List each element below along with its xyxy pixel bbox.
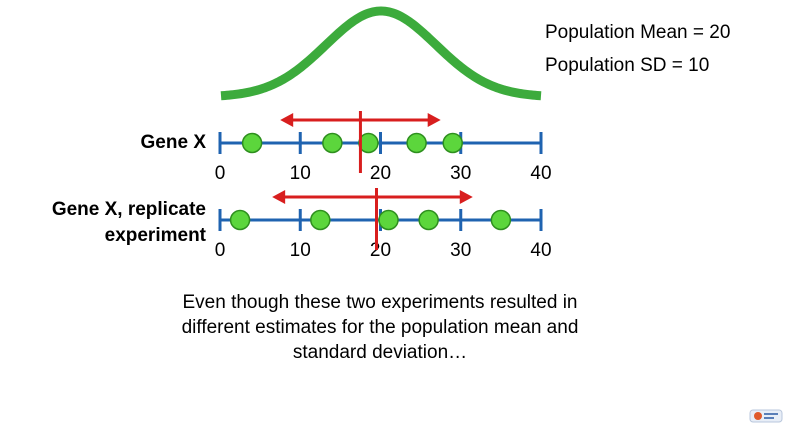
sd-arrow-right-head — [459, 190, 473, 204]
axis-tick-label: 20 — [370, 240, 391, 261]
axis-tick-label: 0 — [215, 163, 226, 184]
axis-tick-label: 10 — [290, 163, 311, 184]
data-point — [229, 209, 251, 231]
experiment-rows: 0 10 20 30 40 0 10 20 30 40 — [215, 111, 552, 261]
axis-tick-label: 30 — [450, 163, 471, 184]
gene-x-replicate-label: Gene X, replicate experiment — [51, 199, 206, 246]
sd-arrow-left-head — [272, 190, 286, 204]
axis-tick-label: 0 — [215, 240, 226, 261]
gene-x-label: Gene X — [140, 132, 206, 153]
data-point — [442, 132, 463, 154]
axis-tick-label: 30 — [450, 240, 471, 261]
axis-tick-label: 20 — [370, 163, 391, 184]
number-line-row: 0 10 20 30 40 — [215, 188, 552, 261]
axis-tick-label: 40 — [530, 163, 551, 184]
sd-arrow-left-head — [280, 113, 294, 127]
data-point — [418, 209, 439, 231]
caption-text: Even though these two experiments result… — [181, 292, 579, 363]
axis-tick-label: 40 — [530, 240, 551, 261]
data-point — [490, 209, 512, 231]
population-distribution-curve — [220, 6, 542, 101]
population-mean-text: Population Mean = 20 — [545, 22, 731, 43]
data-point — [378, 209, 399, 231]
axis-tick-label: 10 — [290, 240, 311, 261]
sd-arrow-right-head — [427, 113, 441, 127]
data-point — [406, 132, 427, 154]
data-point — [322, 132, 343, 154]
number-line-row: 0 10 20 30 40 — [215, 111, 552, 184]
data-point — [310, 209, 331, 231]
population-sd-text: Population SD = 10 — [545, 55, 710, 76]
data-point — [241, 132, 263, 154]
statquest-logo-icon — [749, 409, 783, 423]
